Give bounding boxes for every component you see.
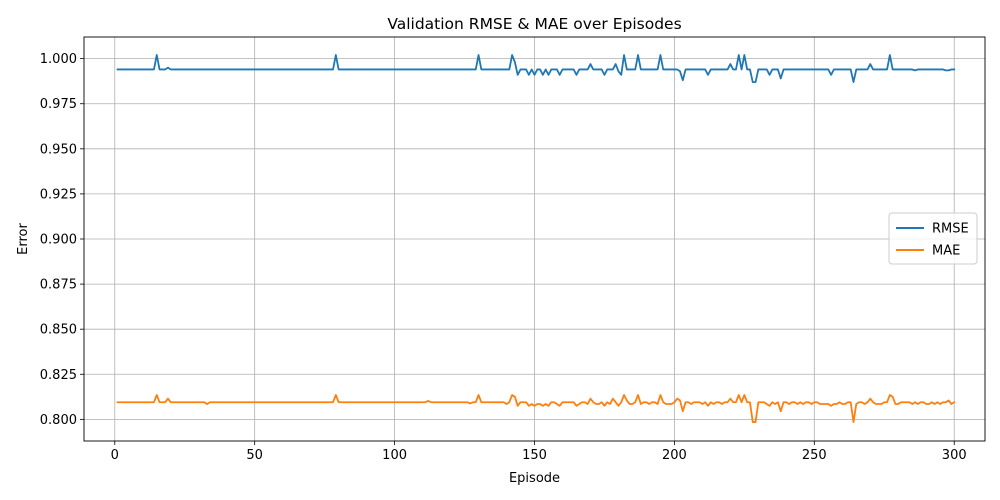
series-line-mae xyxy=(116,394,956,423)
x-tick-label: 0 xyxy=(111,448,119,463)
y-tick-label: 0.850 xyxy=(40,323,77,338)
x-tick-label: 50 xyxy=(246,448,263,463)
x-tick-label: 150 xyxy=(522,448,547,463)
x-tick-label: 250 xyxy=(802,448,827,463)
axis-ticks: 0 50 100 150 200 250 300 0.800 0.825 0.850 0.875 0.… xyxy=(40,52,967,463)
legend-box xyxy=(888,212,978,265)
y-axis-label: Error xyxy=(16,223,31,255)
y-tick-label: 0.975 xyxy=(40,97,77,112)
legend-label-rmse: RMSE xyxy=(932,222,969,237)
y-tick-label: 0.800 xyxy=(40,413,77,428)
x-tick-label: 200 xyxy=(662,448,687,463)
y-tick-label: 1.000 xyxy=(40,52,77,67)
grid-lines xyxy=(84,37,985,441)
y-tick-label: 0.950 xyxy=(40,142,77,157)
legend-label-mae: MAE xyxy=(932,244,960,259)
y-tick-label: 0.900 xyxy=(40,233,77,248)
y-tick-label: 0.875 xyxy=(40,278,77,293)
series-line-rmse xyxy=(116,54,956,83)
chart-title: Validation RMSE & MAE over Episodes xyxy=(387,15,681,33)
chart-legend: RMSE MAE xyxy=(888,212,978,265)
x-tick-label: 100 xyxy=(382,448,407,463)
y-tick-label: 0.825 xyxy=(40,368,77,383)
x-axis-label: Episode xyxy=(509,471,560,486)
x-tick-label: 300 xyxy=(942,448,967,463)
y-tick-label: 0.925 xyxy=(40,187,77,202)
data-series xyxy=(116,54,956,423)
